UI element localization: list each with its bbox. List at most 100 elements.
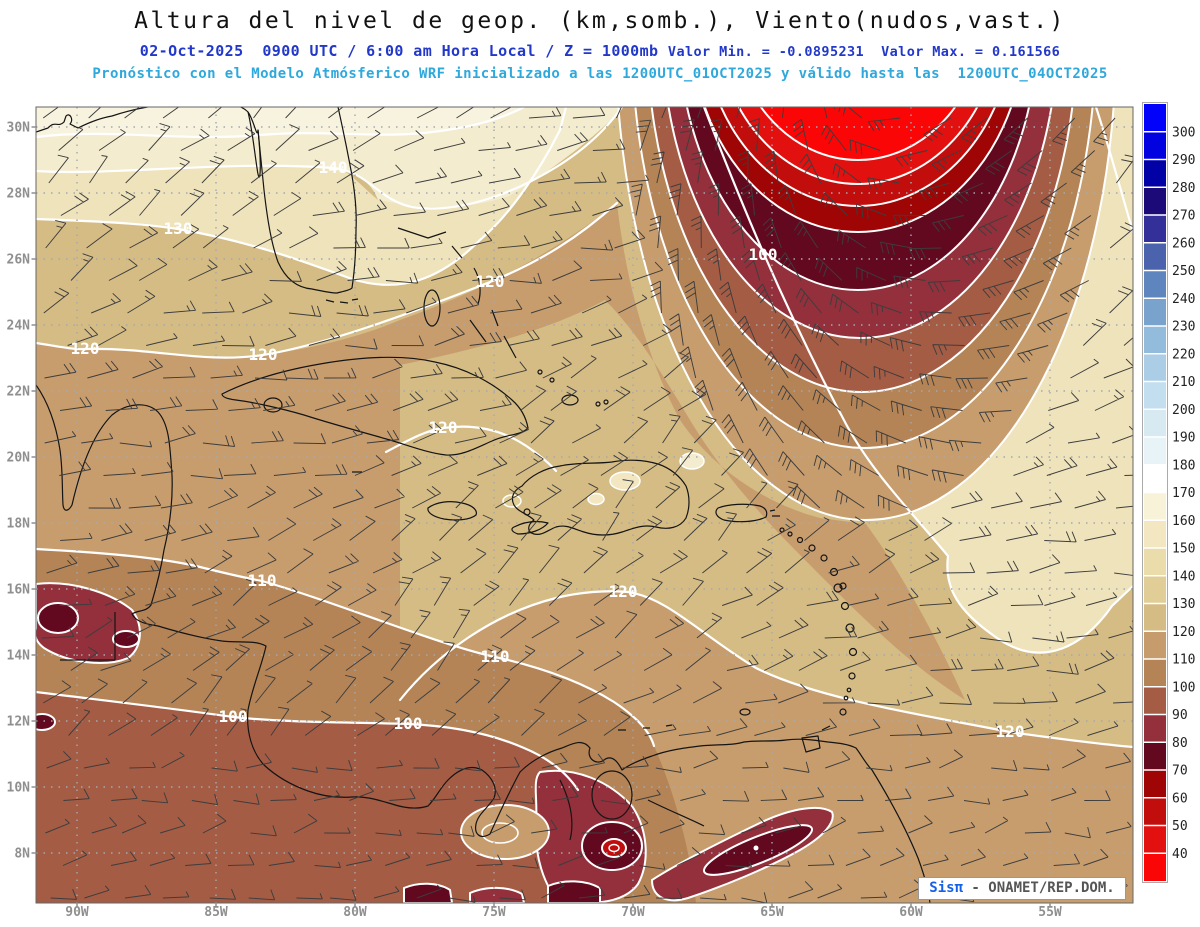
lat-axis-label: 24N xyxy=(7,319,31,334)
colorbar-label: 80 xyxy=(1172,736,1188,751)
lat-axis-label: 10N xyxy=(7,781,31,796)
colorbar-segment xyxy=(1144,853,1166,881)
colorbar-label: 150 xyxy=(1172,542,1195,557)
colorbar-segment xyxy=(1144,437,1166,465)
colorbar-segment xyxy=(1144,242,1166,271)
colorbar-label: 280 xyxy=(1172,181,1195,196)
colorbar-label: 240 xyxy=(1172,292,1195,307)
contour-label: 130 xyxy=(164,219,193,238)
contour-label: 140 xyxy=(319,158,348,177)
axis-labels: 30N 28N 26N 24N 22N 20N 18N 16N 14N 12N 10N 8N 90W 85… xyxy=(7,121,1062,921)
colorbar-segment xyxy=(1144,603,1166,632)
colorbar-segment xyxy=(1144,270,1166,299)
colorbar-label: 160 xyxy=(1172,514,1195,529)
lon-axis-label: 80W xyxy=(343,905,367,920)
lat-axis-label: 16N xyxy=(7,583,31,598)
wind-barbs xyxy=(41,107,1133,903)
subtitle-line: 02-Oct-2025 0900 UTC / 6:00 am Hora Loca… xyxy=(0,42,1200,60)
colorbar-label: 70 xyxy=(1172,764,1188,779)
colorbar-segment xyxy=(1144,797,1166,826)
colorbar-segment xyxy=(1144,492,1166,521)
contour-label: 110 xyxy=(248,571,277,590)
contour-label: 110 xyxy=(481,647,510,666)
colorbar-segment xyxy=(1144,714,1166,743)
colorbar-label: 140 xyxy=(1172,569,1195,584)
colorbar-label: 260 xyxy=(1172,236,1195,251)
lon-axis-label: 65W xyxy=(760,905,784,920)
lon-axis-label: 75W xyxy=(482,905,506,920)
colorbar-segment xyxy=(1144,464,1166,493)
colorbar-label: 40 xyxy=(1172,847,1188,862)
colorbar-segment xyxy=(1144,159,1166,188)
height-contours xyxy=(36,107,1133,792)
geop-shading xyxy=(36,107,1133,903)
colorbar-segment xyxy=(1144,215,1166,243)
lon-axis-label: 60W xyxy=(899,905,923,920)
watermark: Sisπ - ONAMET/REP.DOM. xyxy=(918,877,1126,900)
colorbar-label: 290 xyxy=(1172,153,1195,168)
contour-label: 120 xyxy=(249,345,278,364)
colorbar-segment xyxy=(1144,548,1166,576)
contour-label: 100 xyxy=(219,707,248,726)
colorbar-label: 190 xyxy=(1172,431,1195,446)
colorbar-segment xyxy=(1144,742,1166,770)
contour-label: 100 xyxy=(394,714,423,733)
colorbar-segment xyxy=(1144,520,1166,548)
brand-text: Sisπ xyxy=(929,880,963,896)
contour-label: 120 xyxy=(476,272,505,291)
colorbar-segment xyxy=(1144,131,1166,160)
lat-axis-label: 20N xyxy=(7,451,31,466)
lon-axis-label: 85W xyxy=(204,905,228,920)
map-frame xyxy=(35,106,1134,904)
lat-axis-label: 18N xyxy=(7,517,31,532)
colorbar-label: 210 xyxy=(1172,375,1195,390)
colorbar-segment xyxy=(1144,381,1166,410)
lat-axis-label: 22N xyxy=(7,385,31,400)
minmax-text: Valor Min. = -0.0895231 Valor Max. = 0.1… xyxy=(667,44,1061,60)
colorbar-label: 200 xyxy=(1172,403,1195,418)
colorbar-segment xyxy=(1144,326,1166,354)
colorbar-label: 220 xyxy=(1172,347,1195,362)
colorbar-label: 170 xyxy=(1172,486,1195,501)
lat-axis-label: 28N xyxy=(7,187,31,202)
contour-label: 120 xyxy=(429,418,458,437)
colorbar-segment xyxy=(1144,659,1166,687)
low-value-cells xyxy=(36,582,834,903)
colorbar-segment xyxy=(1144,104,1166,132)
valid-time-text: 02-Oct-2025 0900 UTC / 6:00 am Hora Loca… xyxy=(139,42,659,60)
colorbar-label: 110 xyxy=(1172,653,1195,668)
high-value-cells xyxy=(502,452,705,508)
wind-barb-field xyxy=(41,107,1133,903)
coastlines xyxy=(36,107,931,903)
lat-axis-label: 14N xyxy=(7,649,31,664)
colorbar-segment xyxy=(1144,575,1166,604)
colorbar-label: 230 xyxy=(1172,320,1195,335)
colorbar-segment xyxy=(1144,770,1166,798)
watermark-text: - ONAMET/REP.DOM. xyxy=(963,880,1115,896)
colorbar-label: 300 xyxy=(1172,125,1195,140)
colorbar-label: 250 xyxy=(1172,264,1195,279)
forecast-line: Pronóstico con el Modelo Atmósferico WRF… xyxy=(92,66,1108,82)
colorbar-segment xyxy=(1144,409,1166,437)
contour-label: 120 xyxy=(609,582,638,601)
colorbar-label: 50 xyxy=(1172,819,1188,834)
colorbar: 300 290 280 270 260 250 240 230 220 210 200 190 180 1… xyxy=(1142,102,1195,883)
colorbar-label: 270 xyxy=(1172,209,1195,224)
colorbar-segment xyxy=(1144,298,1166,326)
colorbar-label: 120 xyxy=(1172,625,1195,640)
lat-axis-label: 12N xyxy=(7,715,31,730)
lon-axis-label: 55W xyxy=(1038,905,1062,920)
colorbar-segment xyxy=(1144,825,1166,854)
colorbar-label: 180 xyxy=(1172,458,1195,473)
grid-lines xyxy=(36,107,1133,903)
colorbar-label: 130 xyxy=(1172,597,1195,612)
contour-label: 120 xyxy=(71,339,100,358)
low-center-rings xyxy=(617,107,1115,521)
colorbar-segment xyxy=(1144,187,1166,215)
page-title: Altura del nivel de geop. (km,somb.), Vi… xyxy=(134,8,1066,34)
contour-label: 100 xyxy=(749,245,778,264)
colorbar-label: 100 xyxy=(1172,680,1195,695)
colorbar-label: 60 xyxy=(1172,791,1188,806)
